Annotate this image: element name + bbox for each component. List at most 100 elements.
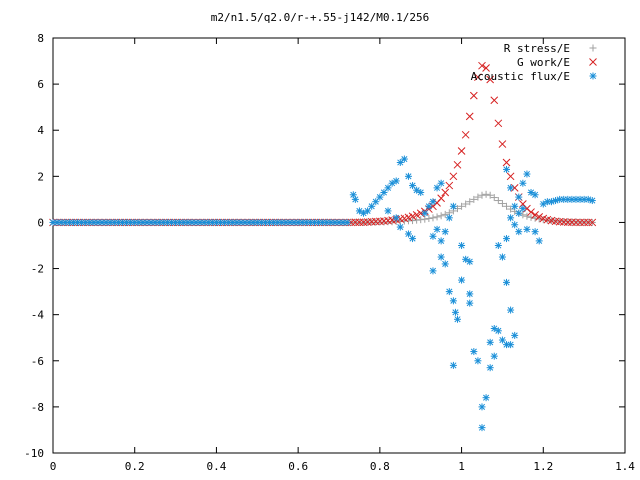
- y-tick-label: -10: [24, 447, 44, 460]
- data-point: [507, 214, 515, 222]
- x-tick-label: 1.2: [533, 460, 553, 473]
- data-point: [458, 202, 466, 210]
- data-point: [486, 75, 495, 84]
- y-tick-label: 0: [37, 216, 44, 229]
- data-point: [490, 96, 499, 105]
- data-point: [486, 338, 494, 346]
- legend-marker: [589, 72, 597, 80]
- data-point: [470, 195, 478, 203]
- data-point: [466, 299, 474, 307]
- data-point: [511, 221, 519, 229]
- data-point: [392, 214, 400, 222]
- data-point: [437, 253, 445, 261]
- data-point: [445, 214, 453, 222]
- plot-frame: [52, 37, 626, 454]
- data-point: [364, 207, 372, 215]
- data-point: [421, 215, 429, 223]
- legend-marker: [589, 44, 597, 52]
- data-point: [355, 207, 363, 215]
- data-point: [503, 235, 511, 243]
- x-tick-label: 0.2: [125, 460, 145, 473]
- data-point: [466, 258, 474, 266]
- data-point: [441, 188, 450, 197]
- data-point: [588, 218, 597, 227]
- data-point: [449, 172, 458, 181]
- data-point: [482, 190, 490, 198]
- data-point: [412, 210, 421, 219]
- data-point: [457, 147, 466, 155]
- data-point: [523, 170, 531, 178]
- y-tick-label: 6: [37, 78, 44, 91]
- series-layer: [49, 61, 597, 432]
- data-point: [449, 202, 457, 210]
- x-tick-label: 1: [458, 460, 465, 473]
- data-point: [384, 207, 392, 215]
- data-point: [503, 202, 511, 210]
- y-tick-label: 4: [37, 124, 44, 137]
- data-point: [392, 177, 400, 185]
- y-tick-label: -4: [31, 309, 45, 322]
- data-point: [437, 212, 445, 220]
- data-point: [474, 73, 482, 82]
- data-point: [490, 194, 498, 202]
- data-point: [478, 403, 486, 411]
- legend-label: Acoustic flux/E: [471, 70, 570, 83]
- data-point: [343, 218, 351, 226]
- data-point: [458, 276, 466, 284]
- data-point: [507, 205, 515, 213]
- axes: 0 0.2 0.4 0.6 0.8 1 1.2 1.4 8 6 4 2 0 -2 -4 -6 -8 -10: [24, 32, 635, 473]
- data-point: [507, 306, 515, 314]
- chart-title: m2/n1.5/q2.0/r-+.55-j142/M0.1/256: [211, 11, 430, 24]
- data-point: [519, 179, 527, 187]
- data-point: [474, 357, 482, 365]
- data-point: [441, 210, 449, 218]
- data-point: [433, 225, 441, 233]
- data-point: [588, 197, 596, 205]
- data-point: [511, 202, 519, 210]
- series-1: [49, 61, 597, 227]
- data-point: [519, 205, 527, 213]
- data-point: [461, 130, 470, 139]
- y-tick-label: 2: [37, 170, 44, 183]
- data-point: [515, 228, 523, 236]
- data-point: [453, 315, 461, 323]
- data-point: [506, 172, 515, 181]
- data-point: [490, 352, 498, 360]
- data-point: [429, 198, 437, 206]
- data-point: [494, 119, 503, 128]
- legend-label: G work/E: [517, 56, 570, 69]
- data-point: [425, 215, 433, 223]
- x-tick-label: 0: [50, 460, 57, 473]
- x-tick-label: 0.4: [206, 460, 226, 473]
- data-point: [482, 64, 490, 72]
- x-tick-label: 0.8: [370, 460, 390, 473]
- data-point: [433, 184, 441, 192]
- data-point: [449, 297, 457, 305]
- data-point: [503, 165, 511, 173]
- data-point: [404, 172, 412, 180]
- y-tick-label: -6: [31, 355, 44, 368]
- data-point: [409, 235, 417, 243]
- data-point: [433, 213, 441, 221]
- data-point: [523, 212, 531, 220]
- data-point: [429, 214, 437, 222]
- data-point: [465, 112, 474, 121]
- data-point: [482, 394, 490, 402]
- data-point: [417, 188, 425, 196]
- data-point: [494, 242, 502, 249]
- data-point: [469, 91, 478, 100]
- data-point: [535, 213, 544, 221]
- data-point: [437, 237, 445, 245]
- data-point: [396, 223, 404, 231]
- data-point: [351, 195, 359, 203]
- data-point: [445, 181, 454, 190]
- y-tick-label: 8: [37, 32, 44, 45]
- data-point: [478, 61, 486, 70]
- data-point: [531, 191, 539, 199]
- data-point: [441, 228, 449, 236]
- data-point: [408, 212, 417, 221]
- data-point: [441, 260, 449, 268]
- data-point: [478, 191, 486, 199]
